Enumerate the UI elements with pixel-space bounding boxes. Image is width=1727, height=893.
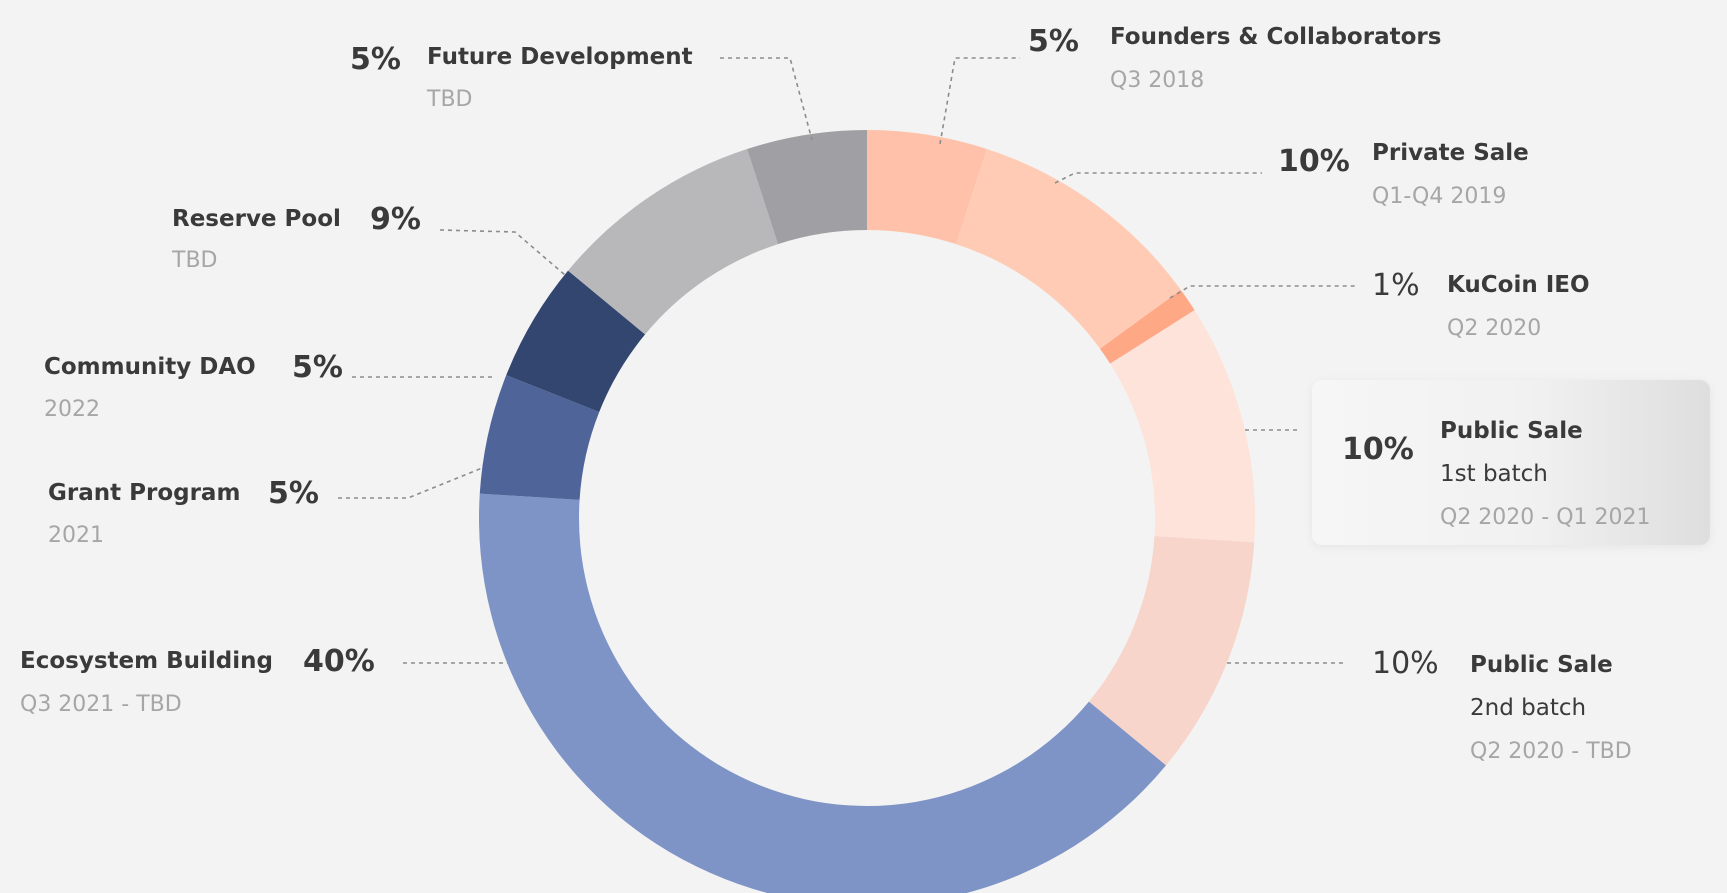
sublabel-public-sale-1: 1st batch — [1440, 461, 1548, 487]
date-grant: 2021 — [48, 523, 104, 548]
label-community: Community DAO — [44, 354, 256, 380]
leader-line-kucoin — [1169, 285, 1355, 299]
donut-slice-2 — [1099, 289, 1195, 364]
date-future: TBD — [427, 87, 473, 112]
label-public-sale-1: Public Sale — [1440, 418, 1583, 444]
donut-slices — [479, 130, 1255, 893]
leader-line-private-sale — [1054, 172, 1262, 184]
value-label-future: 5% — [350, 42, 401, 77]
donut-slice-9 — [747, 130, 867, 245]
donut-slice-3 — [1110, 310, 1255, 543]
date-private-sale: Q1-Q4 2019 — [1372, 184, 1507, 209]
date-reserve: TBD — [172, 248, 218, 273]
public-sale-1-highlight-card — [1312, 380, 1710, 545]
donut-slice-4 — [1088, 536, 1255, 766]
date-public-sale-2: Q2 2020 - TBD — [1470, 739, 1632, 764]
label-private-sale: Private Sale — [1372, 140, 1529, 166]
date-kucoin: Q2 2020 — [1447, 316, 1542, 341]
leader-lines — [338, 57, 1355, 664]
value-label-reserve: 9% — [370, 202, 421, 237]
date-public-sale-1: Q2 2020 - Q1 2021 — [1440, 505, 1651, 530]
value-label-ecosystem: 40% — [303, 644, 375, 679]
date-community: 2022 — [44, 397, 100, 422]
donut-slice-0 — [867, 130, 987, 245]
label-founders: Founders & Collaborators — [1110, 24, 1442, 50]
label-grant: Grant Program — [48, 480, 241, 506]
label-ecosystem: Ecosystem Building — [20, 648, 273, 674]
donut-slice-7 — [506, 270, 646, 412]
value-label-kucoin: 1% — [1372, 268, 1420, 303]
value-label-public-sale-2: 10% — [1372, 646, 1439, 681]
leader-line-reserve — [439, 229, 566, 276]
leader-line-future — [720, 57, 813, 141]
sublabel-public-sale-2: 2nd batch — [1470, 695, 1587, 721]
label-public-sale-2: Public Sale — [1470, 652, 1613, 678]
donut-slice-8 — [568, 148, 779, 335]
value-label-founders: 5% — [1028, 24, 1079, 59]
donut-slice-5 — [479, 493, 1166, 893]
leader-line-grant — [338, 467, 483, 499]
date-ecosystem: Q3 2021 - TBD — [20, 692, 182, 717]
value-label-community: 5% — [292, 350, 343, 385]
label-future: Future Development — [427, 44, 693, 70]
leader-line-founders — [939, 57, 1020, 145]
value-label-public-sale-1: 10% — [1342, 432, 1414, 467]
value-label-grant: 5% — [268, 476, 319, 511]
donut-slice-1 — [955, 148, 1181, 349]
label-reserve: Reserve Pool — [172, 206, 341, 232]
label-kucoin: KuCoin IEO — [1447, 272, 1590, 298]
donut-slice-6 — [479, 375, 600, 500]
date-founders: Q3 2018 — [1110, 68, 1205, 93]
value-label-private-sale-text: 10% — [1278, 144, 1350, 179]
